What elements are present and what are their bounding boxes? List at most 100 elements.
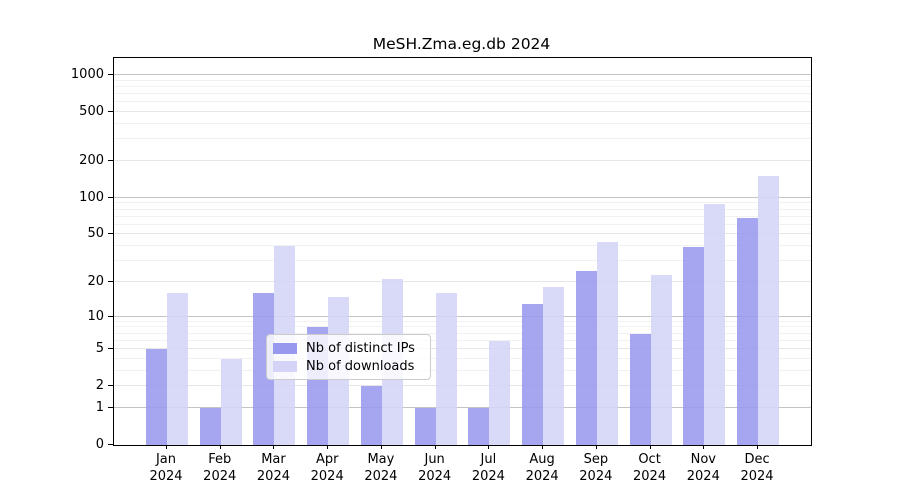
gridline [114,280,811,282]
y-tick-label-200: 200 [79,152,104,168]
x-tick-label-aug: Aug 2024 [525,452,559,484]
legend-label-distinct-ips: Nb of distinct IPs [306,341,415,356]
gridline [114,93,811,95]
y-tick-mark [108,385,113,387]
bar-downloads-jan [167,293,188,445]
x-tick-mark [327,445,329,449]
y-tick-mark [108,348,113,350]
x-tick-label-apr: Apr 2024 [310,452,344,484]
y-tick-label-50: 50 [87,226,104,242]
legend-label-downloads: Nb of downloads [306,359,415,374]
gridline [114,326,811,328]
legend-swatch-downloads-icon [273,361,297,372]
x-tick-label-oct: Oct 2024 [633,452,667,484]
x-tick-mark [649,445,651,449]
gridline [114,369,811,371]
bar-distinct-ips-oct [629,333,651,445]
gridline [114,339,811,341]
y-tick-label-2: 2 [95,378,104,394]
gridline [114,215,811,217]
y-tick-label-20: 20 [87,273,104,289]
y-tick-label-100: 100 [79,189,104,205]
x-tick-label-jun: Jun 2024 [418,452,452,484]
gridline [114,233,811,235]
gridline [114,260,811,262]
y-tick-label-1000: 1000 [70,66,104,82]
bar-distinct-ips-jul [468,407,490,445]
gridline [114,320,811,322]
x-tick-mark [703,445,705,449]
bar-distinct-ips-may [360,386,382,445]
x-tick-mark [219,445,221,449]
gridline [114,123,811,124]
y-tick-label-500: 500 [79,104,104,120]
bar-distinct-ips-jun [414,407,436,445]
y-tick-mark [108,196,113,198]
legend: Nb of distinct IPs Nb of downloads [266,334,431,380]
legend-item-distinct-ips: Nb of distinct IPs [273,340,422,357]
x-tick-mark [434,445,436,449]
x-tick-mark [166,445,167,449]
bar-distinct-ips-dec [737,218,759,445]
y-tick-mark [108,233,113,235]
bar-distinct-ips-mar [253,293,275,445]
y-tick-mark [108,315,113,317]
bar-distinct-ips-jan [146,349,167,445]
legend-item-downloads: Nb of downloads [273,358,422,375]
gridline [114,111,811,113]
y-tick-mark [108,280,113,282]
x-tick-label-may: May 2024 [364,452,398,484]
bar-distinct-ips-nov [683,247,705,445]
x-tick-mark [380,445,382,449]
gridline [114,202,811,204]
gridline [114,357,811,359]
gridline [114,85,811,87]
gridline [114,208,811,210]
x-tick-label-jan: Jan 2024 [149,452,183,484]
x-tick-mark [542,445,544,449]
x-tick-mark [757,445,759,449]
bar-downloads-feb [220,358,242,445]
y-tick-mark [108,73,113,75]
x-tick-label-jul: Jul 2024 [471,452,505,484]
bar-downloads-nov [704,204,726,445]
x-tick-label-mar: Mar 2024 [256,452,290,484]
x-tick-mark [488,445,490,449]
gridline [114,406,811,408]
y-tick-mark [108,111,113,113]
y-tick-mark [108,406,113,408]
bar-downloads-aug [543,287,565,445]
gridline [114,196,811,198]
bar-downloads-jul [489,340,511,445]
gridline [114,159,811,161]
y-tick-label-10: 10 [87,308,104,324]
y-tick-mark [108,159,113,161]
y-tick-label-0: 0 [95,437,104,452]
gridline [114,315,811,317]
gridline [114,223,811,225]
y-tick-label-1: 1 [95,399,104,415]
bar-downloads-oct [650,274,672,445]
bar-distinct-ips-feb [199,407,221,445]
gridline [114,138,811,140]
x-tick-label-feb: Feb 2024 [203,452,237,484]
gridline [114,385,811,387]
x-tick-mark [595,445,597,449]
gridline [114,332,811,334]
bar-downloads-jun [435,293,457,445]
bar-downloads-dec [758,176,780,445]
gridline [114,74,811,75]
x-tick-mark [273,445,275,449]
chart-title: MeSH.Zma.eg.db 2024 [372,35,551,53]
bar-distinct-ips-aug [522,303,544,445]
x-tick-label-nov: Nov 2024 [686,452,720,484]
plot-area [113,57,812,446]
x-tick-label-sep: Sep 2024 [579,452,613,484]
gridline [114,79,811,81]
gridline [114,101,811,103]
legend-swatch-distinct-ips-icon [273,343,297,354]
bar-downloads-sep [596,242,618,445]
y-tick-mark [108,444,113,445]
bar-distinct-ips-sep [575,270,597,445]
